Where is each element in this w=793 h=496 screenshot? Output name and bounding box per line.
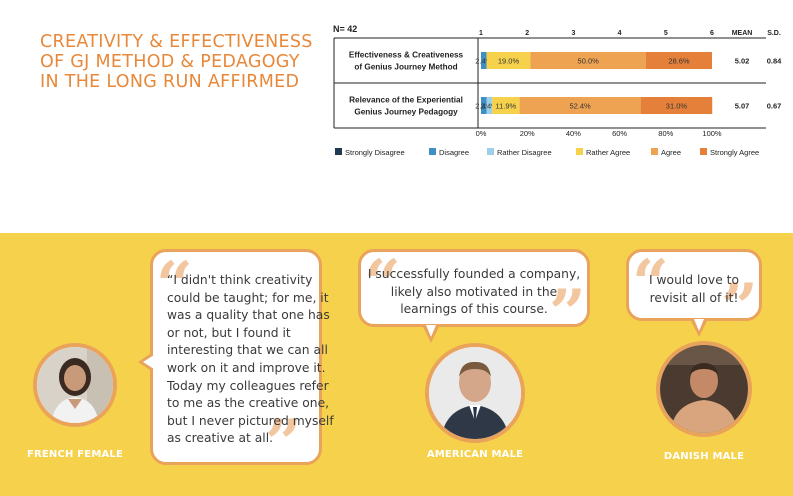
percent-tick-label: 60%	[612, 129, 627, 138]
bar-data-label: 52.4%	[569, 102, 591, 111]
sd-header: S.D.	[767, 30, 781, 37]
scale-tick-label: 5	[664, 30, 668, 37]
bar-segment	[492, 97, 520, 114]
mean-value: 5.02	[735, 57, 750, 66]
sd-value: 0.67	[767, 102, 782, 111]
bar-data-label: 28.6%	[668, 57, 690, 66]
n-label: N= 42	[333, 24, 357, 34]
open-quote-icon: “	[156, 248, 193, 323]
caption-american-male: AMERICAN MALE	[426, 449, 524, 460]
quote-bubble-french-female: “ ” “I didn't think creativity could be …	[138, 248, 334, 476]
scale-tick-label: 3	[571, 30, 575, 37]
bar-segment	[640, 97, 713, 114]
percent-tick-label: 20%	[520, 129, 535, 138]
bar-data-label: 2.4%	[475, 57, 492, 66]
category-label: Effectiveness & Creativeness	[349, 51, 464, 60]
bar-segment	[481, 97, 487, 114]
bar-segment	[481, 52, 487, 69]
bar-segment	[486, 52, 531, 69]
legend-entry: Strongly Agree	[710, 148, 759, 157]
percent-tick-label: 0%	[476, 129, 487, 138]
open-quote-icon: “	[364, 246, 401, 321]
percent-tick-label: 40%	[566, 129, 581, 138]
legend-swatch	[651, 148, 658, 155]
legend-swatch	[576, 148, 583, 155]
mean-header: MEAN	[732, 30, 753, 37]
scale-tick-label: 6	[710, 30, 714, 37]
legend-swatch	[335, 148, 342, 155]
bar-data-label: 31.0%	[666, 102, 688, 111]
quote-bubble-danish-male: “ ” I would love to revisit all of it!	[626, 246, 762, 340]
percent-tick-label: 100%	[702, 129, 722, 138]
sd-value: 0.84	[767, 57, 782, 66]
bar-data-label: 19.0%	[498, 57, 520, 66]
bar-segment	[645, 52, 712, 69]
bar-data-label: 2.4%	[475, 102, 492, 111]
quote-text: “I didn't think creativity could be taug…	[167, 273, 334, 446]
title-line: OF GJ METHOD & PEDAGOGY	[40, 52, 300, 72]
close-quote-icon: ”	[265, 406, 302, 481]
bar-data-label: 11.9%	[495, 102, 516, 111]
legend-swatch	[487, 148, 494, 155]
close-quote-icon: ”	[549, 276, 586, 351]
open-quote-icon: “	[632, 246, 669, 321]
person-photo-icon	[660, 345, 748, 433]
close-quote-icon: ”	[721, 270, 758, 345]
legend-entry: Disagree	[439, 148, 469, 157]
quote-text: I successfully founded a company, likely…	[367, 267, 581, 317]
legend-entry: Rather Disagree	[497, 148, 552, 157]
mean-value: 5.07	[735, 102, 750, 111]
legend-entry: Agree	[661, 148, 681, 157]
testimonials-section: “ ” “I didn't think creativity could be …	[0, 233, 793, 496]
legend-entry: Rather Agree	[586, 148, 630, 157]
person-photo-icon	[37, 347, 113, 423]
scale-tick-label: 1	[479, 30, 483, 37]
bar-data-label: 50.0%	[578, 57, 600, 66]
avatar-american-male	[425, 343, 525, 443]
bar-segment	[530, 52, 646, 69]
scale-tick-label: 2	[525, 30, 529, 37]
percent-tick-label: 80%	[658, 129, 673, 138]
category-label: Genius Journey Pedagogy	[354, 108, 458, 117]
legend-swatch	[429, 148, 436, 155]
bar-data-label: 2.4%	[481, 102, 498, 111]
quote-bubble-american-male: “ ” I successfully founded a company, li…	[358, 246, 590, 346]
quote-text: I would love to revisit all of it!	[648, 273, 740, 305]
bar-segment	[486, 97, 493, 114]
bar-segment	[519, 97, 641, 114]
title-line: IN THE LONG RUN AFFIRMED	[40, 72, 300, 92]
person-photo-icon	[429, 347, 521, 439]
likert-chart: N= 42 1 2 3 4 5 6 MEAN S.D. Effectiveness & Creat…	[333, 24, 782, 157]
category-label: Relevance of the Experiential	[349, 96, 463, 105]
avatar-danish-male	[656, 341, 752, 437]
caption-danish-male: DANISH MALE	[663, 451, 745, 462]
legend-swatch	[700, 148, 707, 155]
category-label: of Genius Journey Method	[354, 63, 457, 72]
scale-tick-label: 4	[618, 30, 622, 37]
legend-entry: Strongly Disagree	[345, 148, 405, 157]
caption-french-female: FRENCH FEMALE	[26, 449, 124, 460]
page-title: CREATIVITY & EFFECTIVENESS OF GJ METHOD …	[40, 32, 340, 92]
avatar-french-female	[33, 343, 117, 427]
title-line: CREATIVITY & EFFECTIVENESS	[40, 32, 313, 52]
